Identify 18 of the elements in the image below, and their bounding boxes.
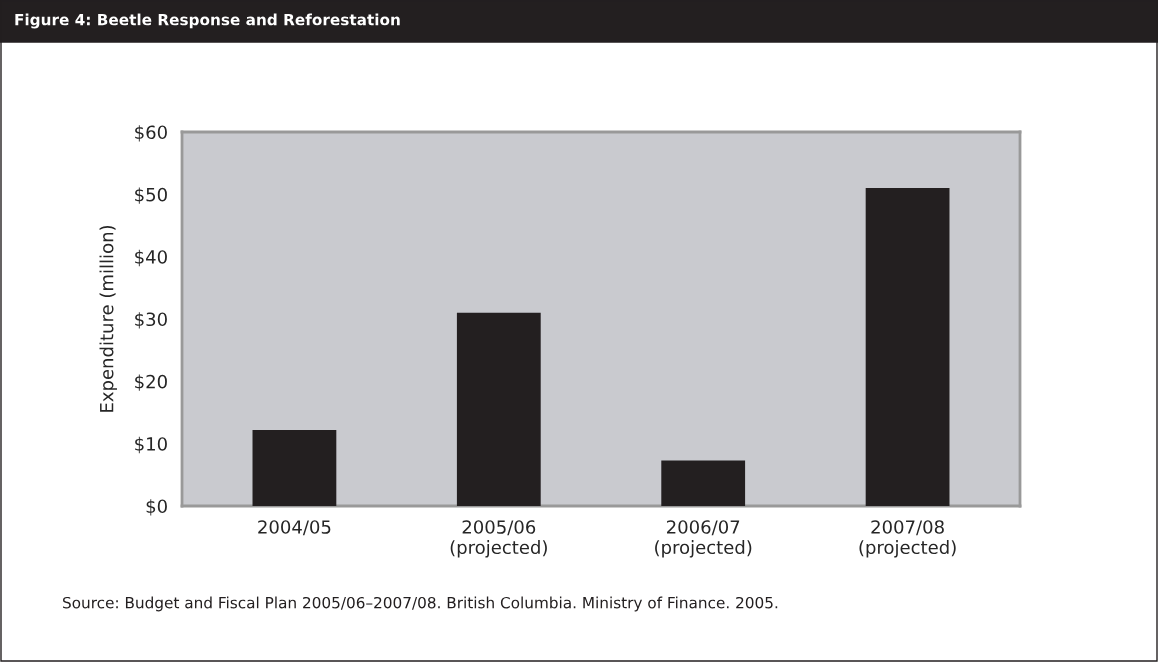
x-tick-label: 2006/07 (projected) [655, 520, 752, 558]
x-tick-label: 2005/06 (projected) [450, 520, 547, 558]
x-tick-label: 2004/05 [258, 520, 331, 536]
bar [456, 312, 541, 506]
bar [661, 460, 746, 506]
y-tick-label: $20 [135, 374, 167, 391]
y-tick-label: $50 [135, 187, 167, 204]
x-tick-label: 2007/08 (projected) [859, 520, 956, 558]
y-tick-label: $30 [135, 312, 167, 329]
y-tick-label: $10 [135, 436, 167, 454]
source-note: Source: Budget and Fiscal Plan 2005/06–2007/08. British Columbia. Ministry of Finance. 2005. [63, 596, 778, 612]
y-axis-title: Expenditure (million) [99, 225, 117, 412]
y-tick-label: $0 [146, 499, 167, 516]
y-tick-label: $60 [135, 125, 167, 142]
bar [865, 188, 950, 506]
bar [252, 429, 337, 506]
chart-title: Figure 4: Beetle Response and Reforestation [15, 13, 400, 29]
y-tick-label: $40 [135, 249, 167, 267]
